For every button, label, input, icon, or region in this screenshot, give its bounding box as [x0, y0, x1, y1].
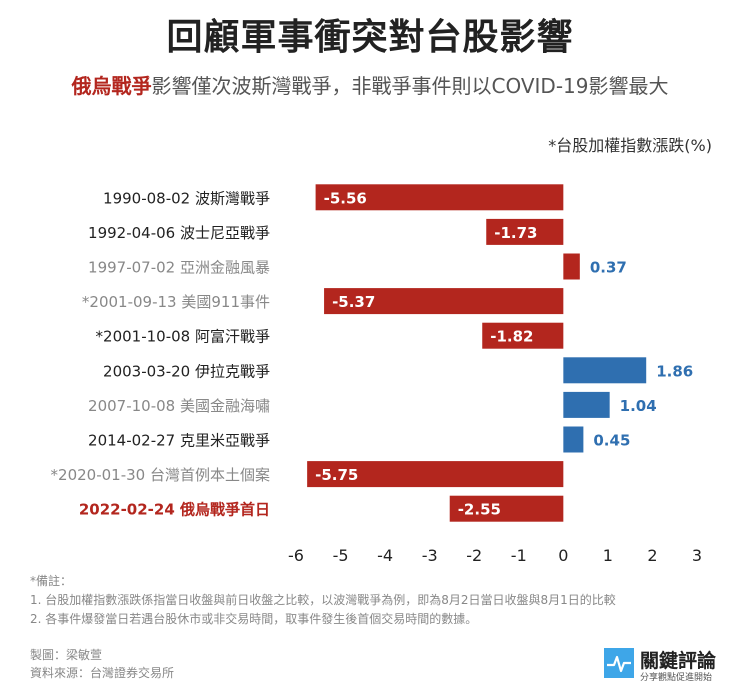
credit-source: 資料來源：台灣證券交易所	[30, 666, 175, 680]
note-item-2: 2. 各事件爆發當日若遇台股休市或非交易時間，取事件發生後首個交易時間的數據。	[30, 612, 478, 626]
value-label-9: -5.75	[315, 466, 358, 484]
value-label-2: -1.73	[494, 224, 537, 242]
value-label-1: -5.56	[324, 189, 367, 207]
x-tick-label-5: -2	[466, 546, 482, 565]
x-tick-label-8: 1	[603, 546, 613, 565]
logo-tagline: 分享觀點促進開始	[640, 673, 713, 683]
bar-5	[482, 322, 564, 349]
credit-author: 製圖：梁敏萱	[30, 648, 103, 662]
bar-1	[315, 184, 564, 211]
category-label-4: *2001-09-13 美國911事件	[82, 293, 270, 311]
category-label-2: 1992-04-06 波士尼亞戰爭	[88, 224, 270, 242]
value-label-4: -5.37	[332, 293, 375, 311]
notes-heading: *備註：	[30, 574, 73, 588]
bar-8	[563, 426, 584, 453]
subtitle-rest: 影響僅次波斯灣戰爭，非戰爭事件則以COVID-19影響最大	[151, 74, 669, 98]
bar-2	[486, 218, 564, 245]
subtitle-highlight: 俄烏戰爭	[71, 74, 152, 98]
note-item-1: 1. 台股加權指數漲跌係指當日收盤與前日收盤之比較，以波灣戰爭為例，即為8月2日…	[30, 593, 616, 607]
category-label-8: 2014-02-27 克里米亞戰爭	[88, 432, 270, 450]
category-label-9: *2020-01-30 台灣首例本土個案	[51, 466, 270, 484]
bar-7	[563, 391, 610, 418]
category-label-1: 1990-08-02 波斯灣戰爭	[103, 189, 270, 207]
bar-9	[307, 461, 564, 488]
unit-label: *台股加權指數漲跌(%)	[548, 136, 712, 155]
x-tick-label-7: 0	[558, 546, 568, 565]
x-tick-label-3: -4	[377, 546, 393, 565]
value-label-7: 1.04	[620, 397, 657, 415]
bar-6	[563, 357, 647, 384]
chart-subtitle: 俄烏戰爭影響僅次波斯灣戰爭，非戰爭事件則以COVID-19影響最大	[0, 70, 740, 99]
category-label-7: 2007-10-08 美國金融海嘯	[88, 397, 270, 415]
value-label-8: 0.45	[593, 432, 630, 450]
bar-4	[324, 288, 564, 315]
x-tick-label-6: -1	[511, 546, 527, 565]
bar-chart: 1990-08-02 波斯灣戰爭 -5.56 1992-04-06 波士尼亞戰爭 -1…	[51, 184, 702, 565]
x-tick-label-9: 2	[647, 546, 657, 565]
x-tick-label-1: -6	[288, 546, 304, 565]
value-label-3: 0.37	[590, 259, 627, 277]
logo-name: 關鍵評論	[640, 650, 717, 672]
category-label-3: 1997-07-02 亞洲金融風暴	[88, 259, 270, 277]
x-tick-label-4: -3	[422, 546, 438, 565]
credits: 製圖：梁敏萱 資料來源：台灣證券交易所	[30, 646, 174, 682]
brand-logo: 關鍵評論 分享觀點促進開始	[604, 646, 730, 684]
category-label-10: 2022-02-24 俄烏戰爭首日	[79, 501, 270, 519]
x-tick-label-2: -5	[333, 546, 349, 565]
category-label-5: *2001-10-08 阿富汗戰爭	[96, 328, 270, 346]
x-tick-label-10: 3	[692, 546, 702, 565]
logo-pulse-icon	[604, 648, 634, 678]
chart-title: 回顧軍事衝突對台股影響	[166, 17, 574, 58]
value-label-5: -1.82	[490, 328, 533, 346]
value-label-10: -2.55	[458, 501, 501, 519]
notes: *備註： 1. 台股加權指數漲跌係指當日收盤與前日收盤之比較，以波灣戰爭為例，即…	[30, 572, 616, 629]
value-label-6: 1.86	[656, 362, 693, 380]
category-label-6: 2003-03-20 伊拉克戰爭	[103, 362, 270, 380]
bar-3	[563, 253, 580, 280]
bar-10	[449, 495, 564, 522]
